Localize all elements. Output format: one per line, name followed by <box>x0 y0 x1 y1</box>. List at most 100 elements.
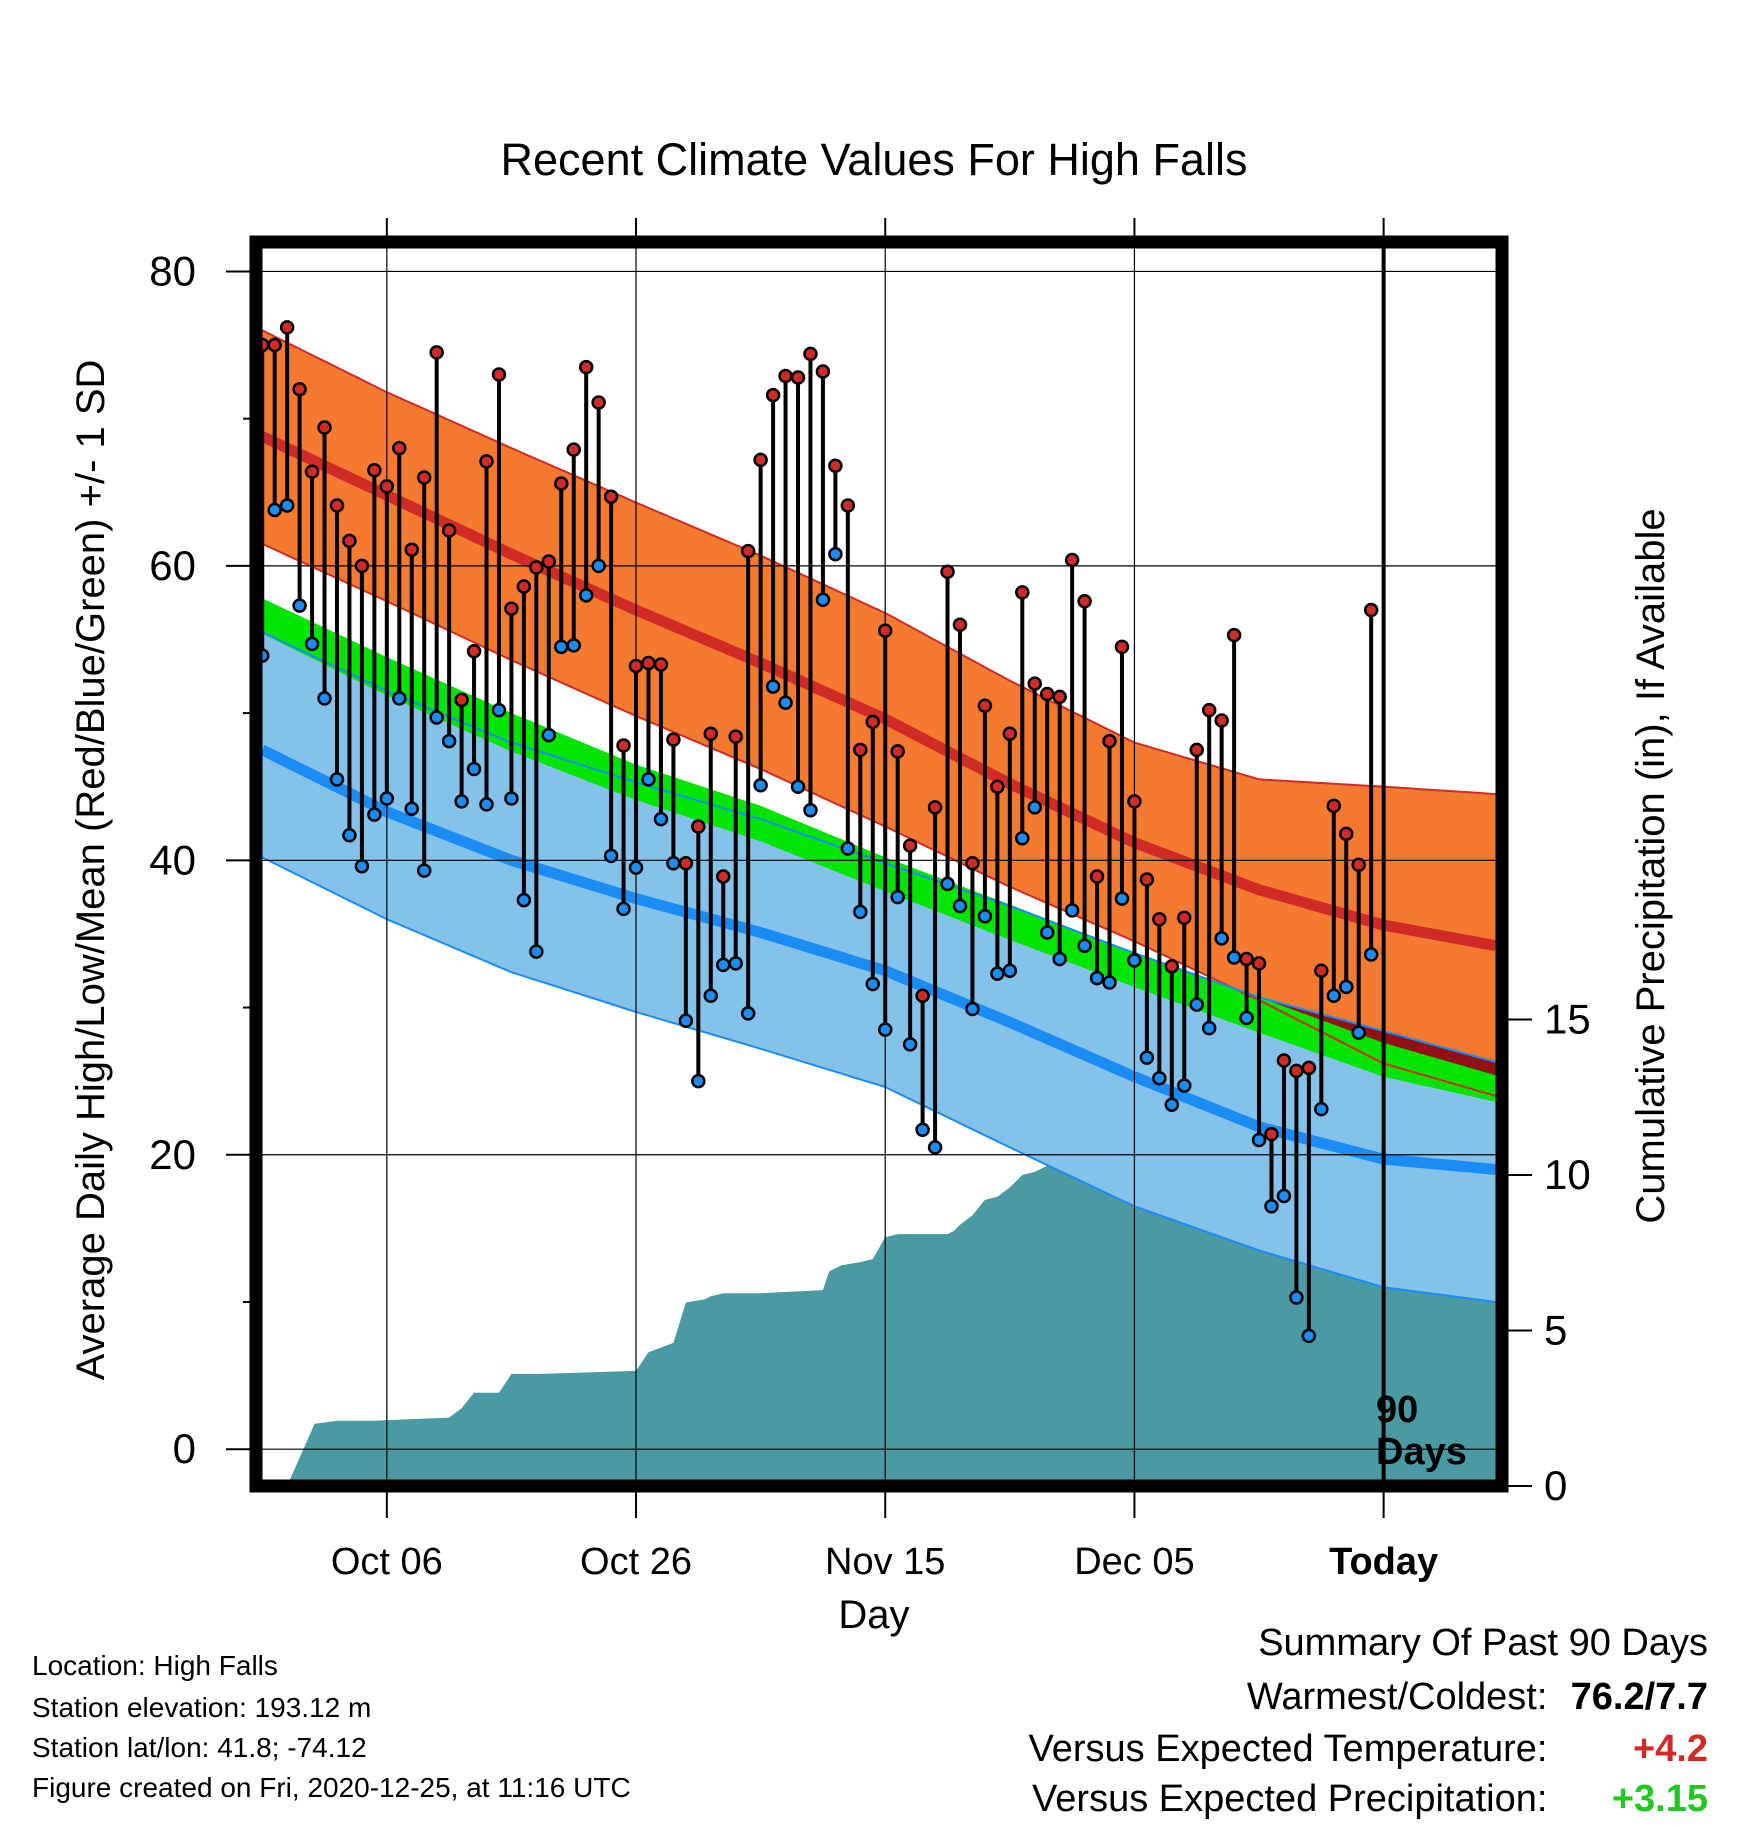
high-temp-point <box>1177 910 1192 925</box>
low-temp-point <box>740 1006 756 1021</box>
low-temp-point <box>1127 953 1142 968</box>
high-temp-point <box>342 533 357 549</box>
temp-value: +4.2 <box>1632 1728 1708 1770</box>
x-tick-label: Oct 06 <box>331 1541 443 1583</box>
warm-cold-value: 76.2/7.7 <box>1570 1676 1708 1718</box>
y2-tick-label: 10 <box>1544 1151 1591 1198</box>
low-temp-point <box>1177 1078 1192 1093</box>
low-temp-point <box>1226 950 1242 965</box>
high-temp-point <box>566 442 581 457</box>
high-temp-point <box>678 856 694 871</box>
low-temp-point <box>1326 988 1342 1004</box>
warm-cold-label: Warmest/Coldest: <box>1246 1676 1548 1718</box>
low-temp-point <box>416 863 432 878</box>
high-temp-point <box>466 644 482 659</box>
low-temp-point <box>728 956 743 971</box>
low-temp-point <box>367 807 382 822</box>
low-temp-point <box>1264 1199 1279 1214</box>
low-temp-point <box>1164 1097 1180 1112</box>
low-temp-point <box>678 1013 694 1029</box>
chart-title: Recent Climate Values For High Falls <box>501 134 1248 185</box>
high-temp-point <box>940 564 955 580</box>
low-temp-point <box>815 592 831 607</box>
high-temp-point <box>653 657 669 672</box>
low-temp-point <box>566 638 581 653</box>
low-temp-point <box>1251 1132 1267 1148</box>
high-temp-point <box>1152 911 1167 927</box>
x-tick-label: Today <box>1329 1541 1438 1583</box>
low-temp-point <box>1139 1050 1155 1065</box>
low-temp-point <box>927 1140 943 1155</box>
high-temp-point <box>628 658 644 674</box>
y2-axis-label: Cumulative Precipitation (in), If Availa… <box>1629 508 1673 1223</box>
low-temp-point <box>965 1001 980 1017</box>
precip-label: Versus Expected Precipitation: <box>1032 1778 1548 1820</box>
low-temp-point <box>790 779 806 794</box>
temp-label: Versus Expected Temperature: <box>1028 1728 1548 1770</box>
high-temp-point <box>1139 872 1155 887</box>
high-temp-point <box>504 601 519 616</box>
low-temp-point <box>1189 997 1204 1012</box>
climate-normal-bands <box>262 329 1496 1303</box>
high-temp-point <box>1251 956 1267 971</box>
high-temp-point <box>977 698 993 713</box>
low-temp-point <box>1102 975 1117 990</box>
high-temp-point <box>304 464 320 479</box>
low-temp-point <box>404 801 419 817</box>
low-temp-point <box>591 558 606 574</box>
y-tick-label: 20 <box>149 1131 196 1178</box>
high-temp-point <box>1039 686 1055 702</box>
summary-precip-row: Versus Expected Precipitation: +3.15 <box>1032 1780 1708 1818</box>
low-temp-point <box>628 860 644 875</box>
y-tick-label: 80 <box>149 247 196 294</box>
high-temp-point <box>1239 951 1254 967</box>
daily-observations <box>262 320 1379 1344</box>
high-upper-edge <box>262 329 1496 796</box>
high-temp-point <box>279 320 295 335</box>
low-temp-point <box>1015 830 1030 846</box>
high-temp-point <box>404 542 419 557</box>
x-axis-label: Day <box>838 1593 909 1637</box>
high-temp-point <box>1089 869 1105 884</box>
high-temp-point <box>416 470 432 485</box>
low-temp-point <box>840 841 856 856</box>
high-temp-point <box>728 729 743 744</box>
high-temp-point <box>1339 826 1354 842</box>
x-tick-label: Oct 26 <box>580 1541 692 1583</box>
low-temp-point <box>666 856 681 871</box>
high-temp-point <box>1102 733 1117 749</box>
high-temp-point <box>441 523 457 538</box>
high-temp-point <box>815 364 831 379</box>
high-temp-point <box>1002 726 1018 741</box>
low-temp-point <box>392 691 407 706</box>
y2-tick-label: 5 <box>1544 1307 1567 1354</box>
high-temp-point <box>1351 857 1366 872</box>
low-temp-point <box>479 797 494 812</box>
low-temp-point <box>877 1022 893 1037</box>
low-temp-point <box>641 772 656 787</box>
low-temp-point <box>304 636 320 652</box>
low-temp-point <box>977 909 993 924</box>
low-temp-point <box>803 803 818 818</box>
low-temp-point <box>865 976 881 992</box>
low-temp-point <box>616 901 631 917</box>
high-temp-point <box>853 742 868 758</box>
low-temp-point <box>491 702 507 718</box>
mean-temp-band <box>262 598 1496 1102</box>
low-temp-point <box>716 957 731 973</box>
low-temp-point <box>1077 938 1092 953</box>
low-temp-point <box>778 695 793 711</box>
high-temp-point <box>1189 742 1204 758</box>
low-temp-point <box>529 944 544 959</box>
figure-created: Figure created on Fri, 2020-12-25, at 11… <box>32 1772 631 1803</box>
today-days-word: Days <box>1376 1431 1467 1473</box>
high-temp-point <box>1363 602 1379 618</box>
high-temp-point <box>877 623 893 638</box>
y-axis-label: Average Daily High/Low/Mean (Red/Blue/Gr… <box>69 360 113 1381</box>
x-tick-label: Dec 05 <box>1074 1541 1194 1583</box>
y-tick-label: 60 <box>149 542 196 589</box>
low-temp-point <box>1064 903 1080 918</box>
high-temp-point <box>778 368 793 384</box>
low-temp-point <box>454 794 469 809</box>
high-temp-point <box>716 869 731 884</box>
